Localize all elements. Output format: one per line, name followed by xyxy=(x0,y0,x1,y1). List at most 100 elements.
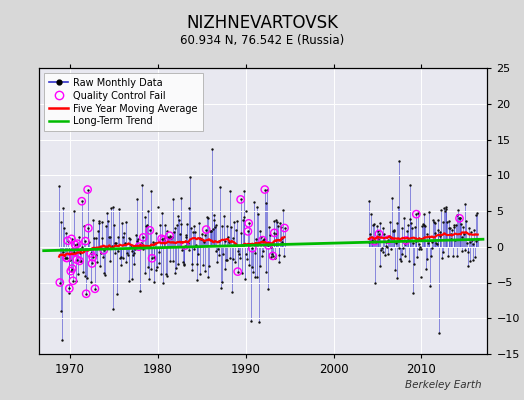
Point xyxy=(472,237,480,244)
Point xyxy=(435,329,443,336)
Point xyxy=(450,224,458,230)
Point xyxy=(199,262,207,268)
Point xyxy=(368,237,377,244)
Point xyxy=(62,255,71,261)
Point xyxy=(149,239,157,245)
Point xyxy=(173,222,181,228)
Point xyxy=(96,263,104,270)
Point xyxy=(422,231,431,238)
Point xyxy=(201,268,209,274)
Point xyxy=(234,247,243,254)
Point xyxy=(430,219,439,226)
Point xyxy=(249,199,258,206)
Point xyxy=(236,255,244,262)
Point xyxy=(157,271,165,278)
Point xyxy=(280,225,289,231)
Point xyxy=(391,267,399,274)
Point xyxy=(95,220,104,226)
Point xyxy=(203,214,211,220)
Point xyxy=(229,256,237,262)
Point xyxy=(404,237,412,244)
Point xyxy=(67,268,75,274)
Point xyxy=(408,224,416,231)
Point xyxy=(83,186,92,193)
Point xyxy=(113,248,122,254)
Point xyxy=(367,239,376,245)
Point xyxy=(65,285,73,292)
Point xyxy=(82,290,90,297)
Point xyxy=(379,249,388,256)
Point xyxy=(470,227,478,234)
Point xyxy=(154,204,162,210)
Point xyxy=(97,234,106,241)
Point xyxy=(277,239,286,245)
Point xyxy=(91,286,99,292)
Point xyxy=(253,204,261,210)
Point xyxy=(264,242,272,248)
Point xyxy=(129,250,138,256)
Point xyxy=(468,241,477,247)
Point xyxy=(161,222,169,228)
Point xyxy=(441,204,450,210)
Point xyxy=(197,236,205,242)
Point xyxy=(94,228,102,234)
Point xyxy=(73,240,82,247)
Point xyxy=(190,246,198,252)
Point xyxy=(223,223,231,229)
Point xyxy=(134,236,143,242)
Point xyxy=(107,205,115,211)
Point xyxy=(158,209,167,216)
Point xyxy=(277,223,285,230)
Point xyxy=(130,261,139,268)
Point xyxy=(124,252,132,258)
Point xyxy=(242,251,250,257)
Point xyxy=(165,235,173,241)
Point xyxy=(464,249,473,256)
Point xyxy=(365,239,373,245)
Point xyxy=(142,223,150,230)
Point xyxy=(401,240,410,247)
Point xyxy=(269,253,277,259)
Point xyxy=(452,222,460,228)
Point xyxy=(184,205,193,212)
Point xyxy=(216,285,225,292)
Point xyxy=(72,256,81,263)
Point xyxy=(70,249,79,255)
Point xyxy=(98,219,106,225)
Point xyxy=(75,258,84,264)
Point xyxy=(188,266,196,273)
Point xyxy=(374,227,383,234)
Point xyxy=(230,219,238,225)
Point xyxy=(133,196,141,202)
Point xyxy=(112,240,121,246)
Point xyxy=(383,244,391,250)
Point xyxy=(84,225,93,231)
Point xyxy=(94,218,103,224)
Point xyxy=(166,232,174,239)
Point xyxy=(452,212,461,219)
Point xyxy=(462,218,470,224)
Point xyxy=(178,246,186,253)
Point xyxy=(238,217,247,223)
Point xyxy=(402,237,410,244)
Point xyxy=(370,238,379,244)
Point xyxy=(81,238,90,244)
Point xyxy=(395,158,403,164)
Point xyxy=(132,232,140,238)
Point xyxy=(185,247,193,253)
Point xyxy=(382,242,390,249)
Point xyxy=(221,266,230,272)
Point xyxy=(56,279,64,286)
Point xyxy=(213,258,221,265)
Point xyxy=(85,239,93,245)
Point xyxy=(146,188,155,194)
Point xyxy=(396,256,405,262)
Point xyxy=(231,242,239,248)
Point xyxy=(212,221,221,228)
Point xyxy=(377,246,385,253)
Point xyxy=(428,245,436,252)
Point xyxy=(261,200,270,206)
Point xyxy=(59,205,68,212)
Point xyxy=(375,231,383,237)
Point xyxy=(208,146,216,153)
